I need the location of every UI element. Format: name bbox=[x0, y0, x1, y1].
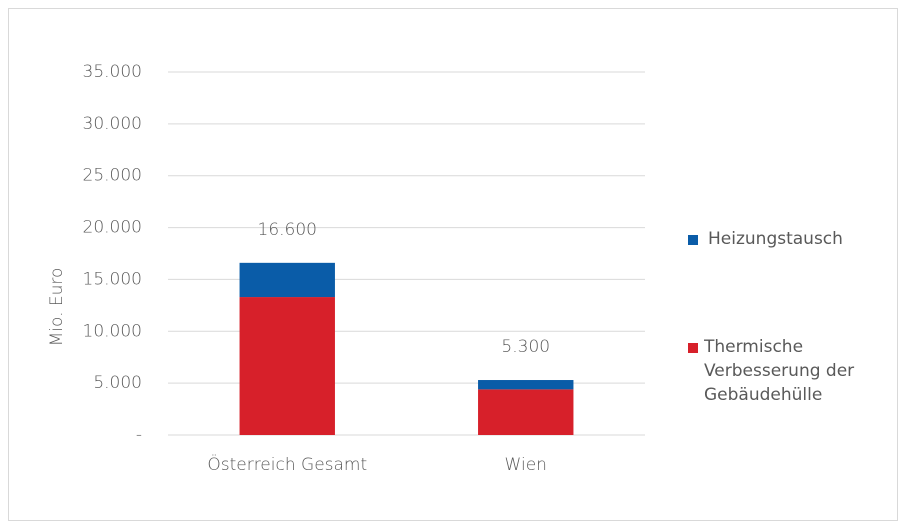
y-tick-label: 15.000 bbox=[83, 269, 142, 289]
bar-segment bbox=[239, 262, 335, 298]
legend-label: Thermische Verbesserung der Gebäudehülle bbox=[704, 337, 855, 405]
y-tick-label: 35.000 bbox=[83, 62, 142, 82]
y-tick-label: - bbox=[136, 425, 142, 445]
y-tick-label: 5.000 bbox=[93, 373, 142, 393]
y-tick-label: 10.000 bbox=[83, 321, 142, 341]
bar-segment bbox=[239, 297, 335, 435]
legend-swatch bbox=[688, 235, 698, 245]
legend-label-box: Thermische Verbesserung der Gebäudehülle bbox=[704, 337, 855, 405]
bar-segment bbox=[478, 389, 574, 435]
legend-swatch bbox=[688, 343, 698, 353]
bar-segment bbox=[478, 380, 574, 390]
total-label: 5.300 bbox=[501, 337, 550, 357]
legend-label: Heizungstausch bbox=[708, 229, 843, 249]
y-tick-label: 20.000 bbox=[83, 218, 142, 238]
y-axis-title: Mio. Euro bbox=[47, 268, 67, 347]
x-tick-label: Österreich Gesamt bbox=[207, 453, 367, 475]
legend-label-box: Heizungstausch bbox=[708, 229, 843, 249]
y-tick-label: 30.000 bbox=[83, 114, 142, 134]
total-label: 16.600 bbox=[258, 220, 317, 240]
y-tick-label: 25.000 bbox=[83, 166, 142, 186]
x-tick-label: Wien bbox=[505, 455, 547, 475]
